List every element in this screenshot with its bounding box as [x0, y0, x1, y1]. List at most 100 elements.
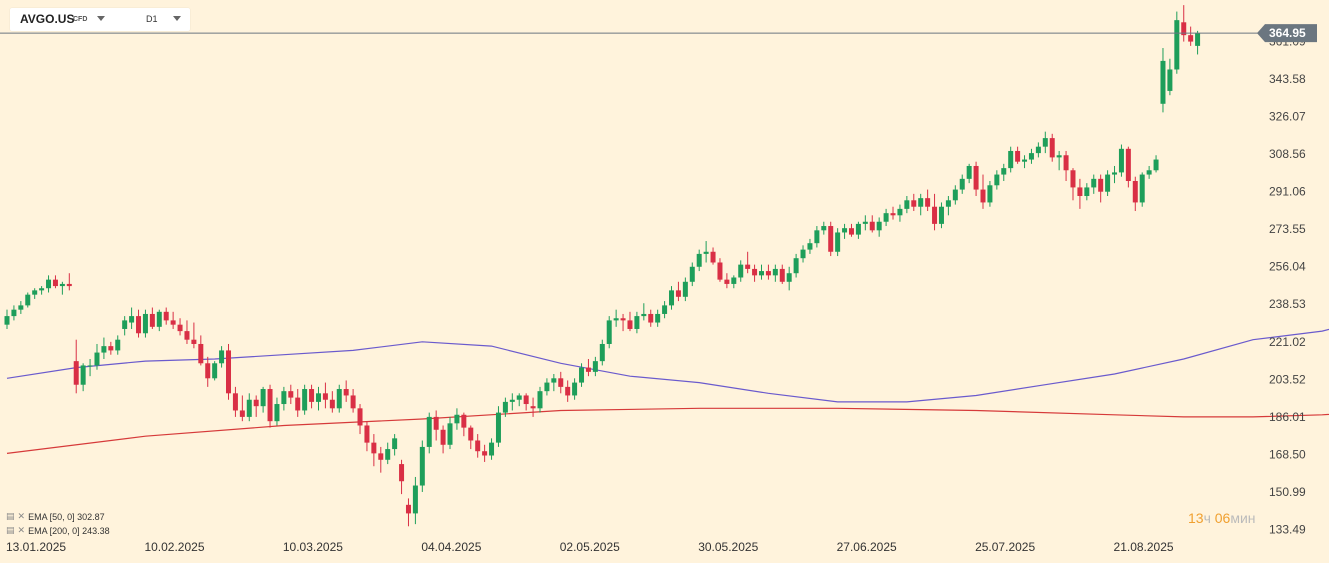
- candle: [18, 301, 24, 314]
- candle-body: [523, 395, 529, 405]
- candle: [682, 277, 688, 302]
- candle-body: [641, 313, 647, 317]
- candle: [322, 382, 328, 409]
- candle-body: [579, 367, 585, 383]
- candle: [274, 397, 280, 426]
- current-price-tag: 364.95: [1257, 24, 1317, 43]
- candle-body: [447, 423, 453, 445]
- candle-body: [1132, 180, 1138, 203]
- candle: [142, 309, 148, 338]
- candle: [779, 264, 785, 284]
- candle-body: [731, 277, 737, 284]
- candle-body: [655, 313, 661, 323]
- candle: [260, 386, 266, 413]
- candle: [392, 434, 398, 456]
- candle-body: [468, 427, 474, 441]
- candle-body: [869, 221, 875, 231]
- candle: [198, 335, 204, 366]
- candle-body: [1153, 159, 1159, 171]
- candle-body: [1022, 159, 1028, 162]
- candle: [1008, 146, 1014, 173]
- candle-body: [246, 399, 252, 417]
- candle-body: [897, 208, 903, 216]
- candle-body: [786, 273, 792, 282]
- candle-body: [675, 290, 681, 297]
- indicator-close-icon[interactable]: ✕: [17, 511, 26, 521]
- candle: [634, 311, 640, 334]
- price-axis[interactable]: 361.09343.58326.07308.56291.06273.55256.…: [1269, 34, 1306, 536]
- candle: [1125, 146, 1131, 188]
- candle: [724, 273, 730, 289]
- symbol-dropdown-chevron-down-icon[interactable]: [97, 16, 105, 21]
- candle: [149, 307, 155, 329]
- candle: [814, 226, 820, 248]
- candle-body: [350, 395, 356, 409]
- candle-body: [848, 228, 854, 235]
- candle: [558, 371, 564, 394]
- candle-body: [405, 504, 411, 514]
- candle: [980, 174, 986, 209]
- candle: [454, 408, 460, 430]
- candle-body: [1160, 60, 1166, 104]
- candle-body: [177, 324, 183, 332]
- candle: [129, 307, 135, 329]
- candle: [925, 189, 931, 212]
- candle: [11, 305, 17, 321]
- time-axis[interactable]: 13.01.2025 10.02.2025 10.03.2025 04.04.2025…: [6, 540, 1174, 554]
- candle-body: [987, 185, 993, 203]
- candle: [461, 412, 467, 437]
- candle-body: [980, 189, 986, 203]
- candle-body: [696, 253, 702, 267]
- candle-body: [461, 414, 467, 428]
- candle: [1084, 183, 1090, 201]
- y-tick-label: 273.55: [1269, 222, 1306, 236]
- candle-body: [1167, 69, 1173, 91]
- candle-body: [883, 213, 889, 222]
- candle-body: [1077, 187, 1083, 197]
- candle-body: [772, 268, 778, 276]
- candle: [205, 356, 211, 387]
- candle-body: [101, 346, 107, 353]
- candle-body: [80, 365, 86, 385]
- candle: [1118, 144, 1124, 177]
- candle: [246, 393, 252, 422]
- candle: [918, 193, 924, 216]
- candle: [1070, 168, 1076, 201]
- candle-body: [966, 165, 972, 179]
- candle: [295, 389, 301, 417]
- candle-body: [703, 251, 709, 254]
- candle-body: [752, 268, 758, 276]
- candle-body: [371, 442, 377, 454]
- indicator-close-icon[interactable]: ✕: [17, 525, 26, 535]
- y-tick-label: 343.58: [1269, 72, 1306, 86]
- candle-body: [357, 408, 363, 426]
- candle: [1049, 133, 1055, 162]
- candle: [336, 384, 342, 413]
- candle: [952, 185, 958, 205]
- candle-body: [745, 264, 751, 269]
- candle-body: [758, 271, 764, 276]
- indicator-settings-icon[interactable]: ▤: [6, 511, 15, 521]
- indicator-settings-icon[interactable]: ▤: [6, 525, 15, 535]
- y-tick-label: 150.99: [1269, 485, 1306, 499]
- candle: [973, 161, 979, 197]
- candle: [163, 307, 169, 325]
- timeframe-dropdown-chevron-down-icon[interactable]: [173, 16, 181, 21]
- timeframe-label[interactable]: D1: [146, 14, 158, 24]
- candle: [938, 202, 944, 229]
- candle-body: [385, 449, 391, 460]
- candle: [315, 386, 321, 411]
- candle-body: [1056, 155, 1062, 158]
- candle: [170, 311, 176, 329]
- y-tick-label: 133.49: [1269, 523, 1306, 537]
- candle: [959, 174, 965, 194]
- candle: [523, 393, 529, 411]
- candle-body: [911, 200, 917, 207]
- candle-body: [904, 200, 910, 209]
- y-tick-label: 256.04: [1269, 260, 1306, 274]
- candle: [495, 406, 501, 447]
- candle-body: [925, 198, 931, 207]
- candle-countdown: 13ч 06мин: [1188, 510, 1256, 526]
- symbol-label[interactable]: AVGO.US: [20, 12, 75, 26]
